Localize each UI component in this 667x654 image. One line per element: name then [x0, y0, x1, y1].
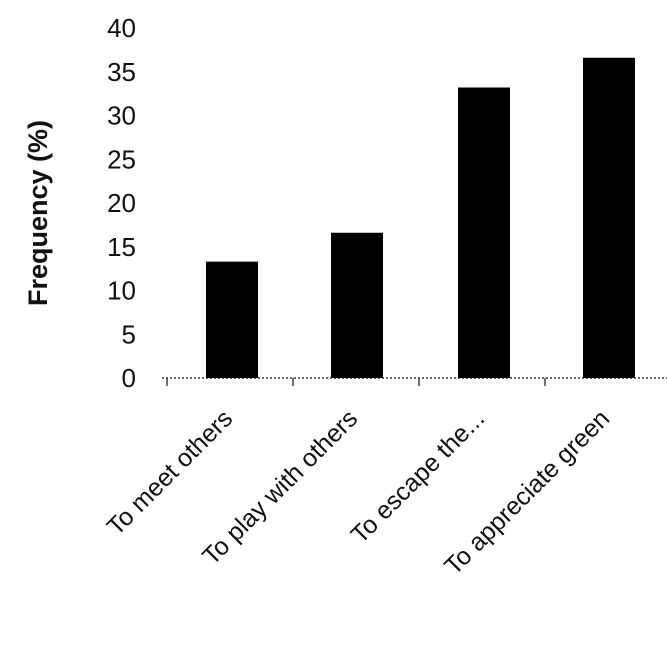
y-tick-label-3: 15	[107, 232, 136, 262]
bar-4	[583, 57, 635, 378]
bar-1	[206, 261, 258, 378]
y-tick-label-1: 5	[122, 319, 136, 349]
bars	[206, 57, 635, 378]
y-axis-ticks: 0 5 10 15 20 25 30 35 40	[107, 13, 136, 393]
bar-2	[331, 232, 383, 378]
y-tick-label-5: 25	[107, 144, 136, 174]
x-category-label-1: To meet others	[102, 404, 239, 541]
y-axis-title-group: Frequency (%)	[23, 120, 53, 306]
y-tick-label-6: 30	[107, 101, 136, 131]
x-axis	[162, 377, 667, 386]
bar-3	[458, 87, 510, 378]
y-tick-label-4: 20	[107, 188, 136, 218]
y-tick-label-8: 40	[107, 13, 136, 43]
y-tick-label-0: 0	[122, 363, 136, 393]
y-axis-title: Frequency (%)	[23, 120, 53, 306]
y-tick-label-2: 10	[107, 276, 136, 306]
x-category-label-3: To escape the...	[346, 404, 491, 549]
y-tick-label-7: 35	[107, 57, 136, 87]
